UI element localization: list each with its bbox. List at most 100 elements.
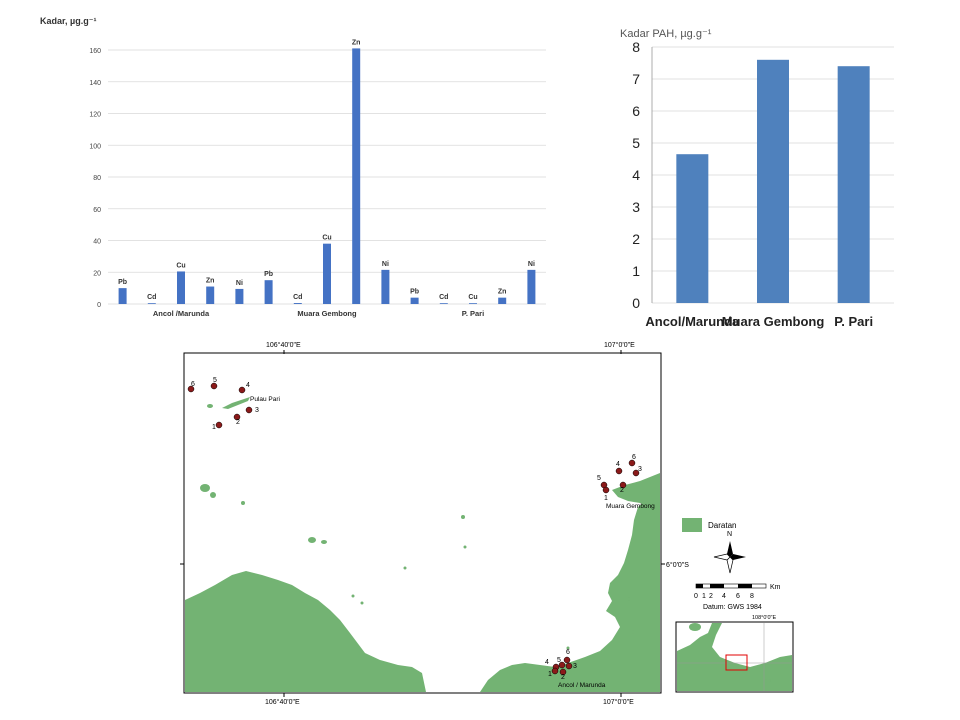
scale-tick: 1 [702,593,706,600]
scale-tick: 6 [736,593,740,600]
pah-ytick-label: 6 [632,103,640,119]
hm-bar [352,48,361,304]
legend-land-swatch [682,518,702,532]
hm-group-label: Muara Gembong [297,309,357,318]
hm-ytick-label: 160 [89,48,101,55]
land-muara-gembong [612,473,660,510]
hm-bar [147,303,156,305]
hm-bar-label: Zn [498,289,507,296]
pah-y-axis: 0 1 2 3 4 5 6 7 8 [632,39,640,311]
hm-bar-label: Pb [410,289,419,296]
hm-bar-label: Cu [176,262,185,269]
station-label: 4 [616,461,620,468]
hm-bar [177,271,185,304]
hm-bar-label: Cd [439,294,448,301]
place-label-ancol: Ancol / Marunda [558,682,606,689]
pah-category-label: Ancol/Marunda [645,314,740,329]
scale-bar [695,583,767,589]
legend-land-label: Daratan [708,521,736,530]
hm-ytick-label: 40 [93,239,101,246]
pah-ytick-label: 8 [632,39,640,55]
pah-ytick-label: 5 [632,135,640,151]
map-bottom-label-2: 107°0'0"E [603,698,634,706]
compass-n-label: N [727,531,732,538]
scale-unit: Km [770,584,781,591]
station-label: 3 [638,466,642,473]
station-label: 1 [212,424,216,431]
stations-muara-gembong: 6 4 3 5 2 1 [597,454,642,502]
north-arrow-icon [713,541,746,574]
scale-tick: 0 [694,593,698,600]
scale-tick: 4 [722,593,726,600]
station-label: 2 [620,487,624,494]
pah-category-label: P. Pari [834,314,873,329]
hm-bar-label: Zn [352,39,361,46]
land-java-west [185,571,426,692]
hm-bar [439,303,448,305]
hm-bar [323,243,331,304]
place-label-pulau-pari: Pulau Pari [250,396,280,403]
map-bottom-label-1: 106°40'0"E [265,698,300,706]
stations-pulau-pari: 6 5 4 3 2 1 [187,377,259,431]
pah-bar [757,59,789,303]
inset-study-area-box [725,654,748,671]
station-label: 3 [255,407,259,414]
station-label: 6 [191,381,195,388]
hm-ytick-label: 100 [89,143,101,150]
hm-bar [293,303,302,304]
pah-bars [676,59,870,303]
pah-ytick-label: 1 [632,263,640,279]
hm-bar-label: Pb [264,271,273,278]
hm-group-label: P. Pari [462,309,484,318]
scale-tick: 8 [750,593,754,600]
station-label: 4 [246,382,250,389]
station-label: 3 [573,663,577,670]
hm-y-axis: 0 20 40 60 80 100 120 140 160 [89,48,101,309]
pah-bar [676,154,709,303]
hm-bar-label: Cu [322,235,331,242]
pah-ytick-label: 2 [632,231,640,247]
hm-ytick-label: 20 [93,270,101,277]
hm-bar-label: Pb [118,279,127,286]
hm-bar [118,288,127,304]
station-label: 2 [236,419,240,426]
place-label-muara-gembong: Muara Gembong [606,503,655,510]
station-label: 4 [545,659,549,666]
hm-bar [469,303,477,305]
hm-bar-label: Cd [293,294,302,301]
map-top-label-1: 106°40'0"E [266,341,301,349]
hm-ytick-label: 60 [93,207,101,214]
hm-bar [381,269,390,304]
inset-map [675,621,794,693]
hm-bar [498,297,507,304]
station-label: 1 [548,671,552,678]
map-right-label: 6°0'0"S [666,561,689,569]
hm-bar-label: Cu [468,294,477,301]
pah-bar [837,66,870,303]
hm-bar-labels: Pb Cd Cu Zn Ni Pb Cd Cu Zn Ni Pb Cd Cu Zn Ni [118,39,535,301]
hm-bar [410,297,419,304]
study-area-map: 106°40'0"E 107°0'0"E 106°40'0"E 107°0'0"… [180,341,794,706]
station-label: 6 [566,649,570,656]
hm-bar [206,286,215,304]
pah-chart: Kadar PAH, µg.g⁻¹ 0 1 2 3 4 5 6 7 8 Ancol/Marund… [620,28,894,329]
stations-ancol: 6 4 5 3 1 2 [545,649,577,681]
hm-ytick-label: 80 [93,175,101,182]
pah-ylabel: Kadar PAH, µg.g⁻¹ [620,28,712,40]
pah-ytick-label: 4 [632,167,640,183]
hm-bar-label: Zn [206,278,215,285]
map-top-label-2: 107°0'0"E [604,341,635,349]
heavy-metal-chart: Kadar, µg.g⁻¹ 0 20 40 60 80 100 120 140 160 Pb Cd… [40,16,546,318]
hm-bar [264,280,273,304]
hm-bar-label: Ni [236,280,243,287]
inset-coord-label: 108°0'0"E [752,615,776,621]
scale-tick: 2 [709,593,713,600]
station-label: 5 [557,657,561,664]
station-label: 5 [213,377,217,384]
pah-category-label: Muara Gembong [722,314,825,329]
hm-ytick-label: 0 [97,302,101,309]
pah-ytick-label: 7 [632,71,640,87]
hm-bar-label: Ni [528,261,535,268]
pah-ytick-label: 0 [632,295,640,311]
